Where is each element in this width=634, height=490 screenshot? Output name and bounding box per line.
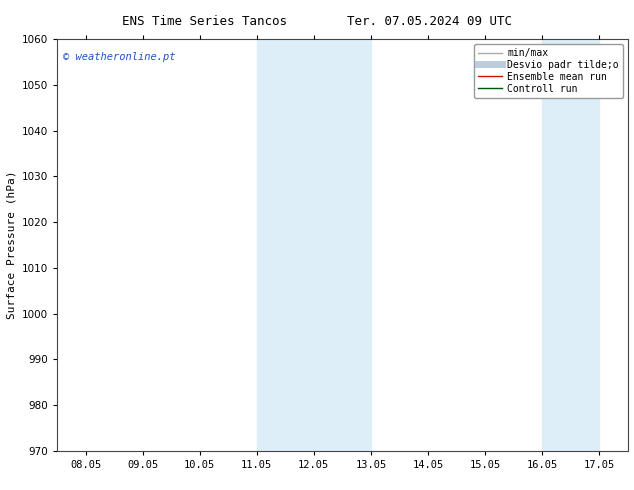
Bar	[257, 39, 314, 451]
Bar	[314, 39, 371, 451]
Text: © weatheronline.pt: © weatheronline.pt	[63, 51, 175, 62]
Y-axis label: Surface Pressure (hPa): Surface Pressure (hPa)	[6, 171, 16, 319]
Legend: min/max, Desvio padr tilde;o, Ensemble mean run, Controll run: min/max, Desvio padr tilde;o, Ensemble m…	[474, 44, 623, 98]
Text: ENS Time Series Tancos        Ter. 07.05.2024 09 UTC: ENS Time Series Tancos Ter. 07.05.2024 0…	[122, 15, 512, 28]
Bar	[542, 39, 599, 451]
